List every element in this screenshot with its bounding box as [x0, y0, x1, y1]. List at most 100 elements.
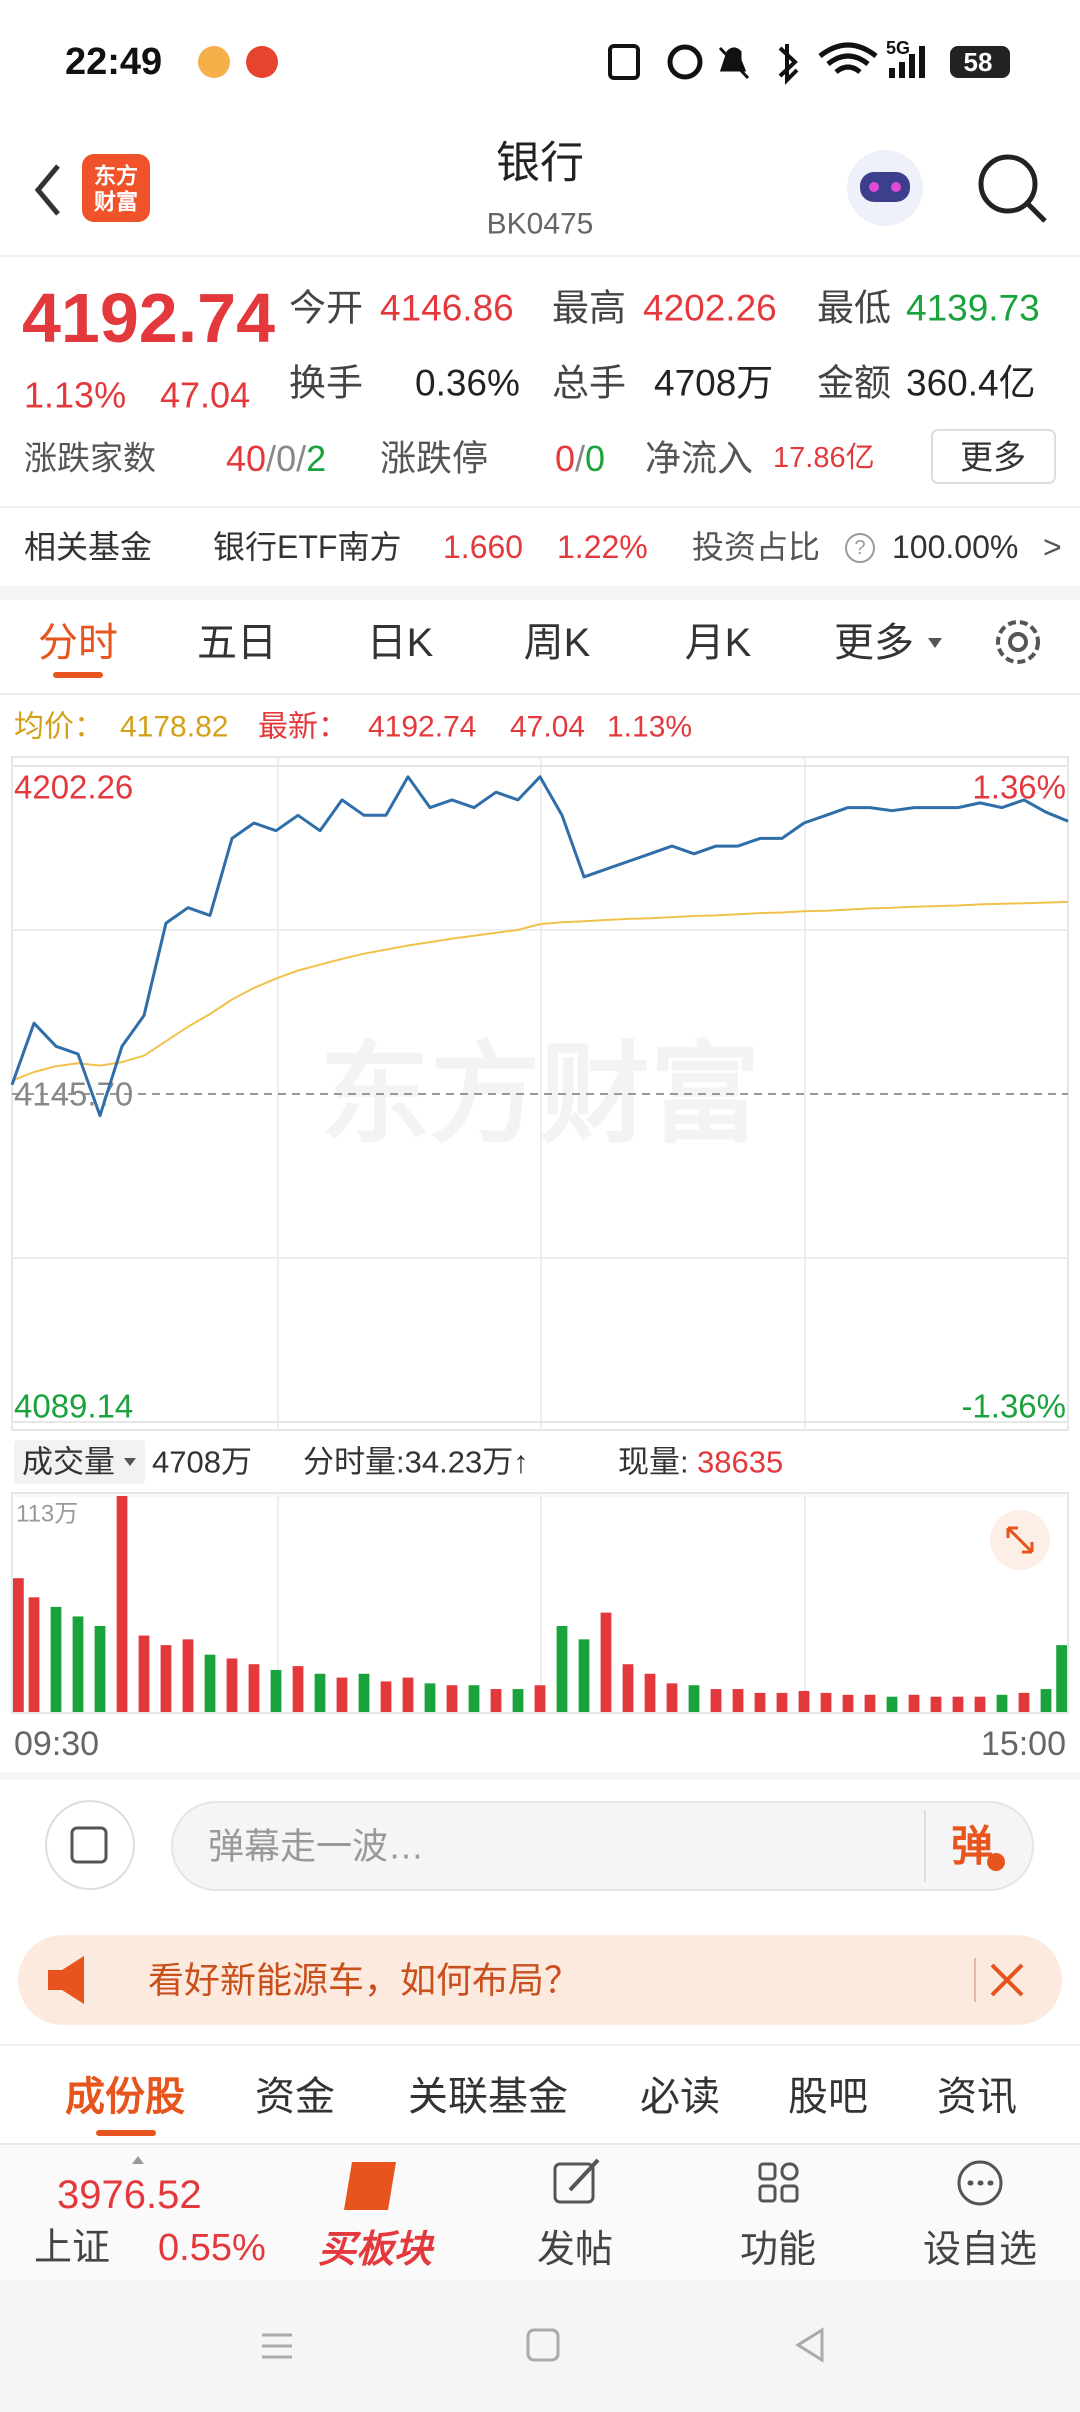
- section-tab[interactable]: 资讯: [937, 2075, 1017, 2119]
- more-button-label: 更多: [960, 439, 1026, 476]
- volume-bar: [50, 1606, 62, 1712]
- y-tick-label: 4089.14: [14, 1388, 133, 1425]
- section-tab[interactable]: 关联基金: [408, 2075, 568, 2119]
- danmu-input[interactable]: [171, 1801, 1034, 1891]
- stat-value: 4139.73: [906, 288, 1040, 329]
- section-tab[interactable]: 必读: [640, 2075, 720, 2119]
- chart-grid: [12, 757, 1068, 1430]
- volume-bar: [534, 1685, 546, 1712]
- volume-bar: [336, 1677, 348, 1712]
- volume-bar: [600, 1612, 612, 1712]
- back-nav-button[interactable]: [795, 2327, 824, 2363]
- expand-icon: [1006, 1526, 1034, 1554]
- app-icon: [246, 46, 278, 78]
- help-icon[interactable]: [845, 533, 875, 563]
- volume-bar: [952, 1696, 964, 1712]
- volume-bar: [13, 1578, 24, 1712]
- last-value: 4192.74: [368, 711, 476, 744]
- dropdown-caret: [124, 1458, 136, 1466]
- close-button[interactable]: [990, 1963, 1024, 1997]
- volume-bar: [72, 1616, 84, 1712]
- volume-selector[interactable]: [14, 1440, 145, 1484]
- avatar-eye: [869, 182, 879, 192]
- section-tab[interactable]: 资金: [255, 2075, 335, 2119]
- last-price: 4192.74: [22, 279, 275, 357]
- danmu-send[interactable]: 弹: [951, 1823, 993, 1870]
- y2-tick-label: 1.36%: [972, 769, 1066, 806]
- volume-bar: [138, 1635, 150, 1712]
- chart-tab[interactable]: 五日: [197, 621, 277, 665]
- volume-bar: [512, 1689, 524, 1712]
- sector-code: BK0475: [487, 208, 594, 241]
- stat-value: 0.36%: [415, 363, 520, 404]
- volume-bar: [1056, 1645, 1067, 1712]
- fund-arrow[interactable]: >: [1043, 529, 1062, 565]
- index-caret: [132, 2156, 144, 2164]
- section-tab[interactable]: 股吧: [788, 2075, 868, 2119]
- icon-cell: [758, 2162, 777, 2181]
- menu-button[interactable]: [262, 2333, 292, 2359]
- promo-banner[interactable]: [18, 1935, 1062, 2025]
- section-tab[interactable]: 成份股: [65, 2075, 185, 2119]
- price-line: [10, 775, 1069, 1118]
- interval-volume: 分时量:34.23万↑: [303, 1445, 529, 1480]
- stat-label: 今开: [289, 288, 363, 329]
- volume-bar: [578, 1639, 590, 1712]
- x-tick-label: 15:00: [981, 1725, 1066, 1763]
- nav-item[interactable]: 发帖: [537, 2229, 613, 2271]
- volume-bar: [688, 1685, 700, 1712]
- chart-tab[interactable]: 更多: [834, 621, 914, 665]
- danmu-toggle[interactable]: [45, 1800, 135, 1890]
- chart-tab[interactable]: 周K: [524, 621, 591, 665]
- chart-tab[interactable]: 日K: [367, 621, 434, 665]
- separator: /: [266, 438, 276, 479]
- bottom-bar: [0, 2144, 1080, 2280]
- nav-item[interactable]: 买板块: [318, 2229, 435, 2271]
- volume-bar: [732, 1689, 744, 1712]
- stat-label: 换手: [289, 363, 363, 404]
- danmu-placeholder: 弹幕走一波…: [208, 1826, 424, 1867]
- help-mark: ?: [854, 537, 865, 559]
- volume-bar: [556, 1625, 568, 1712]
- change-value: 47.04: [160, 375, 250, 416]
- volume-bar: [820, 1692, 832, 1712]
- volume-bar: [886, 1696, 898, 1712]
- home-button[interactable]: [526, 2328, 560, 2362]
- stat-value: 360.4亿: [906, 363, 1036, 404]
- chart-tab[interactable]: 分时: [38, 621, 118, 665]
- chart-tab[interactable]: 月K: [685, 621, 752, 665]
- search-button[interactable]: [978, 154, 1038, 214]
- signal-icon: [889, 46, 925, 78]
- stat-value: 4146.86: [380, 288, 514, 329]
- volume-bar: [28, 1597, 40, 1712]
- stat-label: 总手: [552, 363, 626, 404]
- volume-bar: [424, 1683, 436, 1712]
- unchanged: 0: [276, 438, 296, 479]
- app-logo[interactable]: [82, 154, 150, 222]
- volume-bar: [182, 1639, 194, 1712]
- volume-bar: [490, 1689, 502, 1712]
- volume-bar: [622, 1664, 634, 1712]
- volume-bar: [710, 1689, 722, 1712]
- inflow-label: 净流入: [645, 438, 753, 479]
- volume-bar: [270, 1669, 282, 1712]
- network-label: 5G: [886, 38, 910, 58]
- volume-total: 4708万: [152, 1445, 252, 1480]
- buy-sector-icon: [344, 2162, 396, 2210]
- fund-name[interactable]: 银行ETF南方: [213, 529, 401, 565]
- volume-bar: [974, 1696, 986, 1712]
- average-line: [11, 900, 1069, 1082]
- more-button[interactable]: [931, 429, 1056, 484]
- nav-item[interactable]: 功能: [740, 2229, 816, 2271]
- back-button[interactable]: [34, 164, 60, 216]
- alarm-icon: [667, 44, 703, 80]
- volume-bar: [314, 1673, 326, 1712]
- ratio-label: 投资占比: [692, 529, 820, 565]
- settings-button[interactable]: [996, 620, 1040, 664]
- y-tick-label: 113万: [16, 1501, 78, 1528]
- index-value[interactable]: 3976.52: [57, 2173, 202, 2217]
- nav-item[interactable]: 设自选: [923, 2229, 1037, 2271]
- icon-cell: [780, 2162, 799, 2181]
- app-icon: [198, 46, 230, 78]
